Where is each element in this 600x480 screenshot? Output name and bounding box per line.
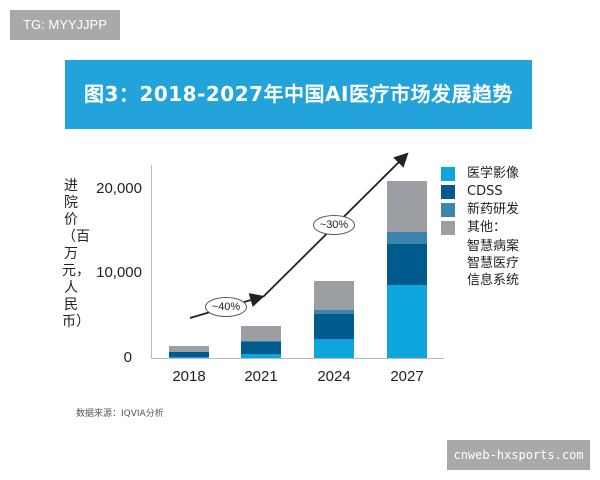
x-axis-line xyxy=(151,358,444,359)
legend-item-other: 其他： xyxy=(441,220,519,237)
legend-item-drug-discovery: 新药研发 xyxy=(441,202,519,219)
bar-segment xyxy=(241,353,281,358)
y-tick-10000: 10,000 xyxy=(96,264,142,281)
bar-segment xyxy=(314,339,354,358)
chart-title-banner: 图3：2018-2027年中国AI医疗市场发展趋势 xyxy=(65,60,532,129)
bar-segment xyxy=(314,281,354,310)
cagr-40-annotation: ~40% xyxy=(205,297,247,317)
bar-segment xyxy=(169,357,209,358)
bar-segment xyxy=(387,232,427,244)
legend-item-medical-imaging: 医学影像 xyxy=(441,166,519,183)
bar-segment xyxy=(387,243,427,286)
legend-swatch xyxy=(441,221,455,235)
legend-swatch xyxy=(441,203,455,217)
watermark-bottom: cnweb-hxsports.com xyxy=(447,440,590,470)
bar-segment xyxy=(169,346,209,353)
legend-label: CDSS xyxy=(467,184,503,199)
bar-segment xyxy=(314,309,354,315)
data-source-note: 数据来源：IQVIA分析 xyxy=(76,409,164,419)
legend-label: 医学影像 xyxy=(467,166,520,181)
bar-segment xyxy=(387,180,427,233)
x-tick-2018: 2018 xyxy=(172,368,206,385)
legend-swatch xyxy=(441,185,455,199)
y-tick-20000: 20,000 xyxy=(96,180,142,197)
legend-label: 其他： xyxy=(467,220,507,235)
bar-2018 xyxy=(169,346,209,358)
legend-label: 新药研发 xyxy=(467,202,520,217)
legend-sub-line: 信息系统 xyxy=(467,273,520,288)
bar-2021 xyxy=(241,325,281,358)
y-tick-0: 0 xyxy=(123,349,132,366)
legend-swatch xyxy=(441,167,455,181)
x-tick-2027: 2027 xyxy=(390,368,424,385)
bar-segment xyxy=(387,285,427,358)
bar-segment xyxy=(169,352,209,358)
x-tick-2024: 2024 xyxy=(317,368,351,385)
bar-segment xyxy=(241,341,281,354)
bar-segment xyxy=(241,325,281,342)
legend: 医学影像 CDSS 新药研发 其他： 智慧病案 智慧医疗 信息系统 xyxy=(441,166,519,289)
bar-2027 xyxy=(387,180,427,358)
bar-2024 xyxy=(314,281,354,358)
legend-sub-line: 智慧医疗 xyxy=(467,256,520,271)
legend-sub-line: 智慧病案 xyxy=(467,239,520,254)
x-tick-2021: 2021 xyxy=(244,368,278,385)
legend-item-cdss: CDSS xyxy=(441,184,519,201)
bar-segment xyxy=(314,314,354,340)
bar-segment xyxy=(241,341,281,342)
watermark-top: TG: MYYJJPP xyxy=(10,10,120,40)
y-axis-line xyxy=(151,165,152,359)
cagr-30-annotation: ~30% xyxy=(313,215,355,235)
